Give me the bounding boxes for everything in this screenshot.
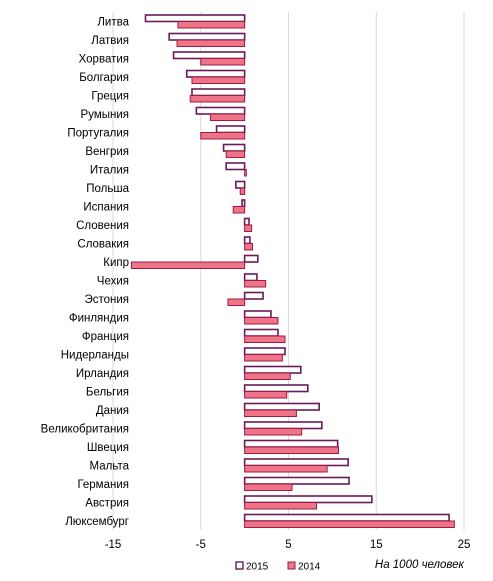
bar-2014 — [244, 243, 254, 251]
category-label: Литва — [97, 17, 129, 29]
category-label: Латвия — [91, 35, 129, 47]
bar-2015 — [243, 476, 350, 485]
bar-2014 — [200, 132, 246, 140]
category-label: Германия — [77, 479, 129, 491]
bar-2015 — [225, 162, 246, 171]
bar-2014 — [225, 150, 246, 158]
category-label: Кипр — [103, 257, 129, 269]
category-label: Словения — [76, 220, 129, 232]
bar-2014 — [244, 446, 340, 454]
category-label: Словакия — [77, 239, 129, 251]
category-label: Венгрия — [85, 146, 129, 158]
bar-2015 — [243, 328, 279, 337]
bar-2014 — [244, 428, 303, 436]
bar-2014 — [227, 298, 246, 306]
bar-2015 — [243, 273, 258, 282]
bar-2015 — [241, 199, 246, 208]
bar-2015 — [215, 125, 246, 134]
category-labels: Литва Латвия Хорватия Болгария Греция Румыния… — [41, 17, 130, 529]
category-label: Эстония — [84, 294, 129, 306]
category-label: Хорватия — [79, 54, 129, 66]
bar-2014 — [244, 280, 267, 288]
legend-label-2014: 2014 — [298, 562, 321, 573]
bar-2015 — [243, 254, 259, 263]
bar-2014 — [244, 169, 247, 177]
category-label: Италия — [90, 165, 129, 177]
bar-2014 — [244, 372, 291, 380]
bar-2014 — [244, 335, 286, 343]
bar-2015 — [243, 513, 450, 522]
category-label: Франция — [82, 331, 129, 343]
legend-swatch-2014 — [287, 561, 296, 570]
bar-2014 — [244, 391, 288, 399]
bar-2015 — [243, 402, 321, 411]
category-label: Великобритания — [41, 424, 129, 436]
category-label: Чехия — [97, 276, 129, 288]
bar-2015 — [185, 69, 246, 78]
legend-label-2015: 2015 — [246, 562, 269, 573]
bar-2014 — [200, 58, 246, 66]
bar-2015 — [144, 14, 246, 23]
bar-2015 — [243, 384, 309, 393]
bar-2014 — [177, 21, 246, 29]
category-label: Польша — [86, 183, 129, 195]
bar-2014 — [232, 206, 246, 214]
category-label: Финляндия — [69, 313, 129, 325]
x-tick-label: -5 — [196, 539, 206, 551]
legend-swatch-2015 — [235, 561, 244, 570]
category-label: Австрия — [85, 498, 129, 510]
x-tick-labels: -15 -5 5 15 25 — [105, 539, 471, 551]
bar-2014 — [244, 483, 293, 491]
bar-2014 — [244, 520, 455, 528]
bar-2014 — [176, 39, 246, 47]
category-label: Дания — [96, 405, 129, 417]
bar-2015 — [243, 365, 302, 374]
bar-2015 — [168, 32, 246, 41]
unit-annotation: На 1000 человек — [375, 559, 465, 571]
bar-2014 — [239, 187, 246, 195]
bar-2015 — [243, 421, 323, 430]
x-tick-label: 5 — [285, 539, 291, 551]
bar-2014 — [244, 502, 318, 510]
category-label: Румыния — [81, 109, 129, 121]
category-label: Греция — [91, 91, 129, 103]
x-tick-label: 15 — [370, 539, 383, 551]
category-label: Ирландия — [76, 368, 129, 380]
bar-2015 — [222, 143, 246, 152]
bar-2014 — [244, 354, 283, 362]
bar-2014 — [244, 224, 253, 232]
bars — [130, 14, 455, 528]
bar-2015 — [243, 291, 264, 300]
bar-2014 — [191, 76, 246, 84]
bar-2014 — [209, 113, 246, 121]
bar-2015 — [243, 495, 373, 504]
category-label: Швеция — [87, 442, 129, 454]
bar-2015 — [243, 217, 250, 226]
bar-2014 — [130, 261, 246, 269]
bar-2015 — [243, 458, 349, 467]
category-label: Бельгия — [86, 387, 129, 399]
bar-2015 — [243, 439, 339, 448]
bar-2015 — [243, 310, 272, 319]
category-label: Люксембург — [65, 516, 129, 528]
x-tick-label: 25 — [458, 539, 471, 551]
bar-2015 — [235, 180, 246, 189]
bar-2015 — [172, 51, 246, 60]
category-label: Португалия — [67, 128, 129, 140]
bar-2014 — [189, 95, 246, 103]
category-label: Испания — [83, 202, 129, 214]
legend: 2015 2014 — [235, 561, 321, 573]
bar-2014 — [244, 317, 279, 325]
bar-2015 — [191, 88, 246, 97]
bar-2014 — [244, 465, 328, 473]
category-label: Мальта — [90, 461, 130, 473]
category-label: Болгария — [79, 72, 129, 84]
x-tick-label: -15 — [105, 539, 122, 551]
bar-2015 — [243, 347, 286, 356]
bar-2015 — [195, 106, 246, 115]
bar-2015 — [243, 236, 251, 245]
category-label: Нидерланды — [61, 350, 129, 362]
bar-2014 — [244, 409, 297, 417]
